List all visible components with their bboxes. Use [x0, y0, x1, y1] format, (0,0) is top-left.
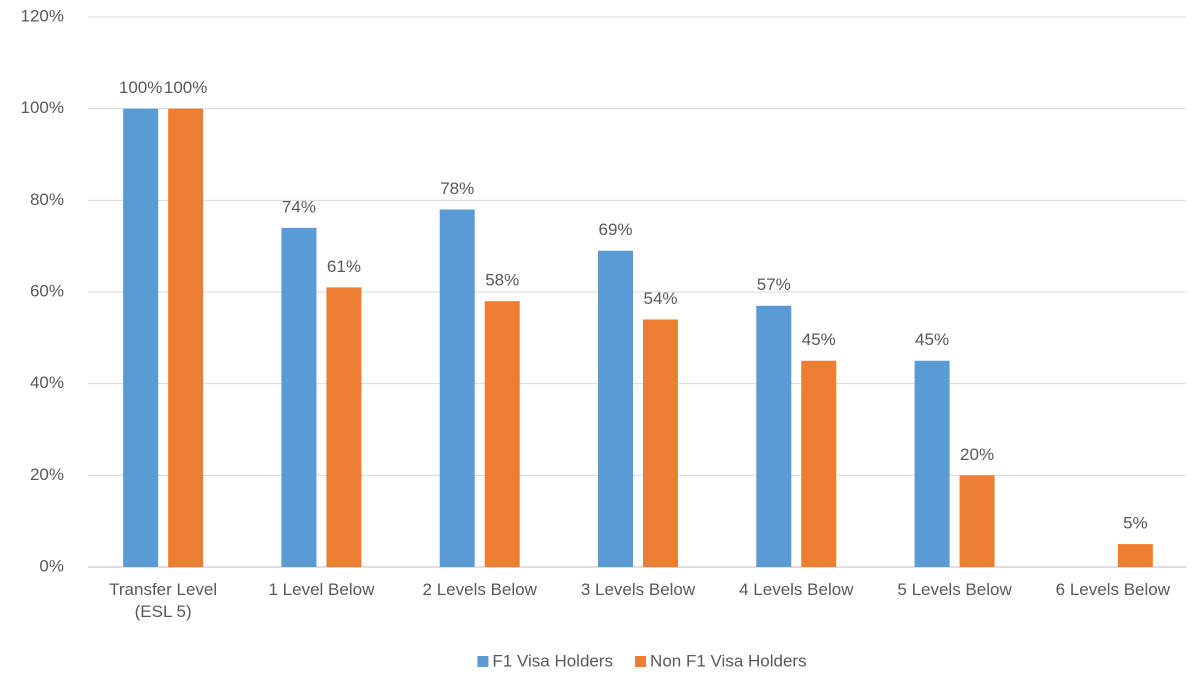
x-tick-label: 6 Levels Below	[1055, 580, 1171, 599]
legend-swatch	[477, 656, 489, 667]
data-label: 45%	[802, 330, 836, 349]
bar	[326, 287, 362, 567]
x-tick-label-box: 4 Levels Below	[739, 580, 854, 599]
data-label: 57%	[757, 275, 791, 294]
bar	[168, 108, 204, 568]
data-label: 45%	[915, 330, 949, 349]
legend-label: F1 Visa Holders	[492, 651, 613, 670]
y-tick-label: 60%	[30, 281, 64, 300]
x-tick-label: 4 Levels Below	[739, 580, 854, 599]
bar	[643, 319, 678, 567]
legend: F1 Visa Holders Non F1 Visa Holders	[477, 651, 807, 670]
y-tick-label: 100%	[21, 98, 64, 117]
x-tick-label-box: 3 Levels Below	[580, 580, 696, 599]
x-tick-label: 2 Levels Below	[422, 580, 537, 599]
bar	[914, 360, 950, 567]
bar	[598, 250, 633, 567]
y-tick-label: 20%	[30, 465, 64, 484]
x-tick-label: 3 Levels Below	[580, 580, 696, 599]
bar	[484, 301, 520, 567]
x-tick-label-box: 6 Levels Below	[1055, 580, 1171, 599]
x-tick-label: 1 Level Below	[268, 580, 375, 599]
x-tick-label-box: 2 Levels Below	[422, 580, 537, 599]
legend-label: Non F1 Visa Holders	[650, 651, 807, 670]
data-label: 100%	[164, 78, 207, 97]
data-label: 78%	[440, 179, 474, 198]
bar	[123, 108, 159, 568]
y-tick-label: 40%	[30, 373, 64, 392]
bar	[281, 227, 317, 568]
data-label: 74%	[282, 197, 316, 216]
x-tick-label: Transfer Level (ESL 5)	[109, 580, 218, 621]
x-tick-label-box: 5 Levels Below	[897, 580, 1012, 599]
x-tick-label-box: 1 Level Below	[268, 580, 375, 599]
data-label: 69%	[598, 220, 632, 239]
data-label: 54%	[643, 289, 677, 308]
bar	[959, 475, 995, 567]
bar	[439, 209, 475, 567]
legend-swatch	[635, 656, 647, 667]
data-label: 5%	[1123, 514, 1148, 533]
bar	[801, 360, 837, 567]
data-label: 20%	[960, 445, 994, 464]
bar	[1117, 544, 1153, 567]
x-tick-label: 5 Levels Below	[897, 580, 1012, 599]
data-label: 61%	[327, 257, 361, 276]
y-tick-label: 80%	[30, 190, 64, 209]
data-label: 100%	[119, 78, 162, 97]
y-tick-label: 120%	[21, 6, 64, 25]
y-tick-label: 0%	[39, 556, 64, 575]
bar	[756, 305, 792, 567]
data-label: 58%	[485, 271, 519, 290]
x-tick-label-box: Transfer Level (ESL 5)	[109, 580, 218, 621]
